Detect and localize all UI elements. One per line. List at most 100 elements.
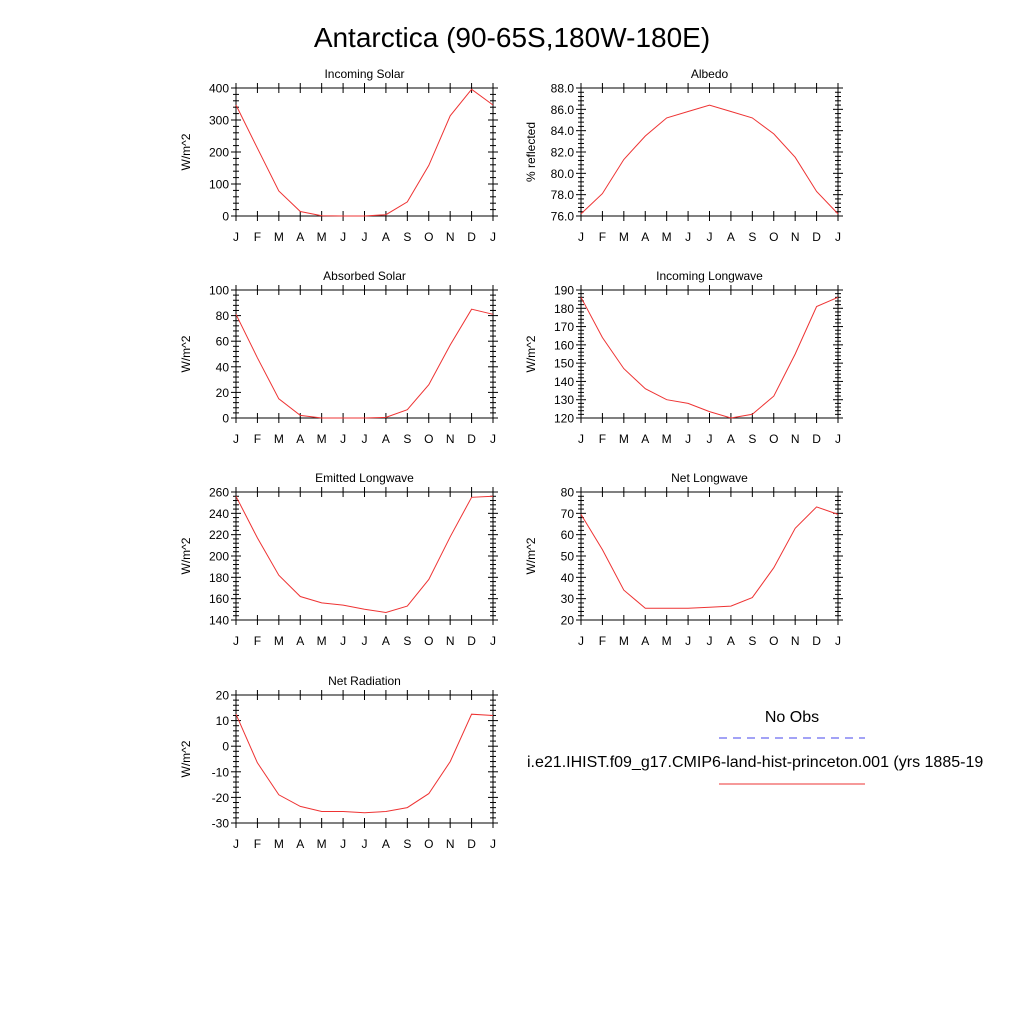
x-tick-label: J <box>707 432 713 446</box>
x-tick-label: J <box>490 837 496 851</box>
y-tick-label: 140 <box>554 375 574 389</box>
y-tick-label: 180 <box>209 571 229 585</box>
x-tick-label: S <box>748 230 756 244</box>
x-tick-label: O <box>769 230 778 244</box>
x-tick-label: A <box>296 230 304 244</box>
x-tick-label: J <box>362 432 368 446</box>
x-tick-label: M <box>619 634 629 648</box>
panel-title: Absorbed Solar <box>323 269 406 283</box>
panel-4: Incoming Longwave 120 130 140 150 160 170 180 19… <box>524 269 843 446</box>
x-tick-label: O <box>769 432 778 446</box>
y-tick-label: 220 <box>209 528 229 542</box>
y-tick-label: 100 <box>209 284 229 298</box>
y-tick-label: 78.0 <box>551 188 575 202</box>
y-tick-label: 240 <box>209 507 229 521</box>
y-tick-label: 120 <box>554 412 574 426</box>
x-tick-label: S <box>748 432 756 446</box>
x-tick-label: M <box>274 837 284 851</box>
x-tick-label: M <box>662 230 672 244</box>
x-tick-label: F <box>254 837 261 851</box>
x-tick-label: F <box>599 634 606 648</box>
x-tick-label: O <box>424 634 433 648</box>
plot-frame <box>235 87 494 217</box>
x-tick-label: A <box>296 837 304 851</box>
y-tick-label: 86.0 <box>551 103 575 117</box>
y-tick-label: 40 <box>561 571 575 585</box>
x-tick-label: D <box>812 432 821 446</box>
x-tick-label: D <box>467 634 476 648</box>
y-tick-label: 130 <box>554 393 574 407</box>
plot-frame <box>235 289 494 419</box>
x-tick-label: S <box>403 837 411 851</box>
series-line <box>235 713 494 814</box>
x-tick-label: A <box>382 230 390 244</box>
x-tick-label: J <box>340 634 346 648</box>
y-tick-label: 60 <box>216 335 230 349</box>
x-tick-label: N <box>446 837 455 851</box>
panel-title: Net Radiation <box>328 674 401 688</box>
y-tick-label: 100 <box>209 178 229 192</box>
x-tick-label: A <box>641 634 649 648</box>
x-tick-label: O <box>424 837 433 851</box>
x-tick-label: N <box>446 432 455 446</box>
x-tick-label: S <box>403 634 411 648</box>
x-tick-label: S <box>748 634 756 648</box>
x-tick-label: A <box>727 432 735 446</box>
x-tick-label: J <box>490 230 496 244</box>
x-tick-label: N <box>791 634 800 648</box>
x-tick-label: J <box>362 634 368 648</box>
x-tick-label: O <box>424 432 433 446</box>
y-tick-label: 20 <box>216 689 230 703</box>
panel-title: Albedo <box>691 67 729 81</box>
x-tick-label: N <box>446 634 455 648</box>
y-tick-label: 200 <box>209 550 229 564</box>
x-tick-label: J <box>490 432 496 446</box>
legend-obs-label: No Obs <box>765 709 819 726</box>
series-line <box>580 104 839 215</box>
x-tick-label: A <box>382 634 390 648</box>
y-tick-label: 170 <box>554 320 574 334</box>
y-axis-label: W/m^2 <box>179 740 193 777</box>
x-tick-label: J <box>685 432 691 446</box>
x-tick-label: D <box>467 837 476 851</box>
x-tick-label: D <box>467 432 476 446</box>
plot-frame <box>580 491 839 621</box>
x-tick-label: A <box>296 432 304 446</box>
series-line <box>580 296 839 419</box>
y-tick-label: 80 <box>216 309 230 323</box>
figure-title: Antarctica (90-65S,180W-180E) <box>314 22 710 53</box>
x-tick-label: D <box>812 634 821 648</box>
series-line <box>235 495 494 614</box>
panel-title: Incoming Longwave <box>656 269 763 283</box>
x-tick-label: J <box>835 230 841 244</box>
y-axis-label: % reflected <box>524 122 538 182</box>
plot-frame <box>235 491 494 621</box>
y-tick-label: 20 <box>561 614 575 628</box>
x-tick-label: A <box>641 432 649 446</box>
x-tick-label: M <box>317 230 327 244</box>
series-line <box>580 506 839 609</box>
y-tick-label: 400 <box>209 82 229 96</box>
x-tick-label: J <box>707 230 713 244</box>
x-tick-label: M <box>619 230 629 244</box>
x-tick-label: F <box>254 432 261 446</box>
x-tick-label: J <box>233 230 239 244</box>
y-axis-label: W/m^2 <box>524 335 538 372</box>
x-tick-label: A <box>296 634 304 648</box>
panel-title: Emitted Longwave <box>315 471 414 485</box>
x-tick-label: J <box>233 432 239 446</box>
y-tick-label: 200 <box>209 146 229 160</box>
x-tick-label: J <box>685 634 691 648</box>
plot-frame <box>580 289 839 419</box>
x-tick-label: N <box>446 230 455 244</box>
y-tick-label: 30 <box>561 592 575 606</box>
x-tick-label: J <box>340 230 346 244</box>
y-tick-label: 82.0 <box>551 146 575 160</box>
x-tick-label: M <box>662 432 672 446</box>
x-tick-label: M <box>317 432 327 446</box>
y-tick-label: 84.0 <box>551 124 575 138</box>
